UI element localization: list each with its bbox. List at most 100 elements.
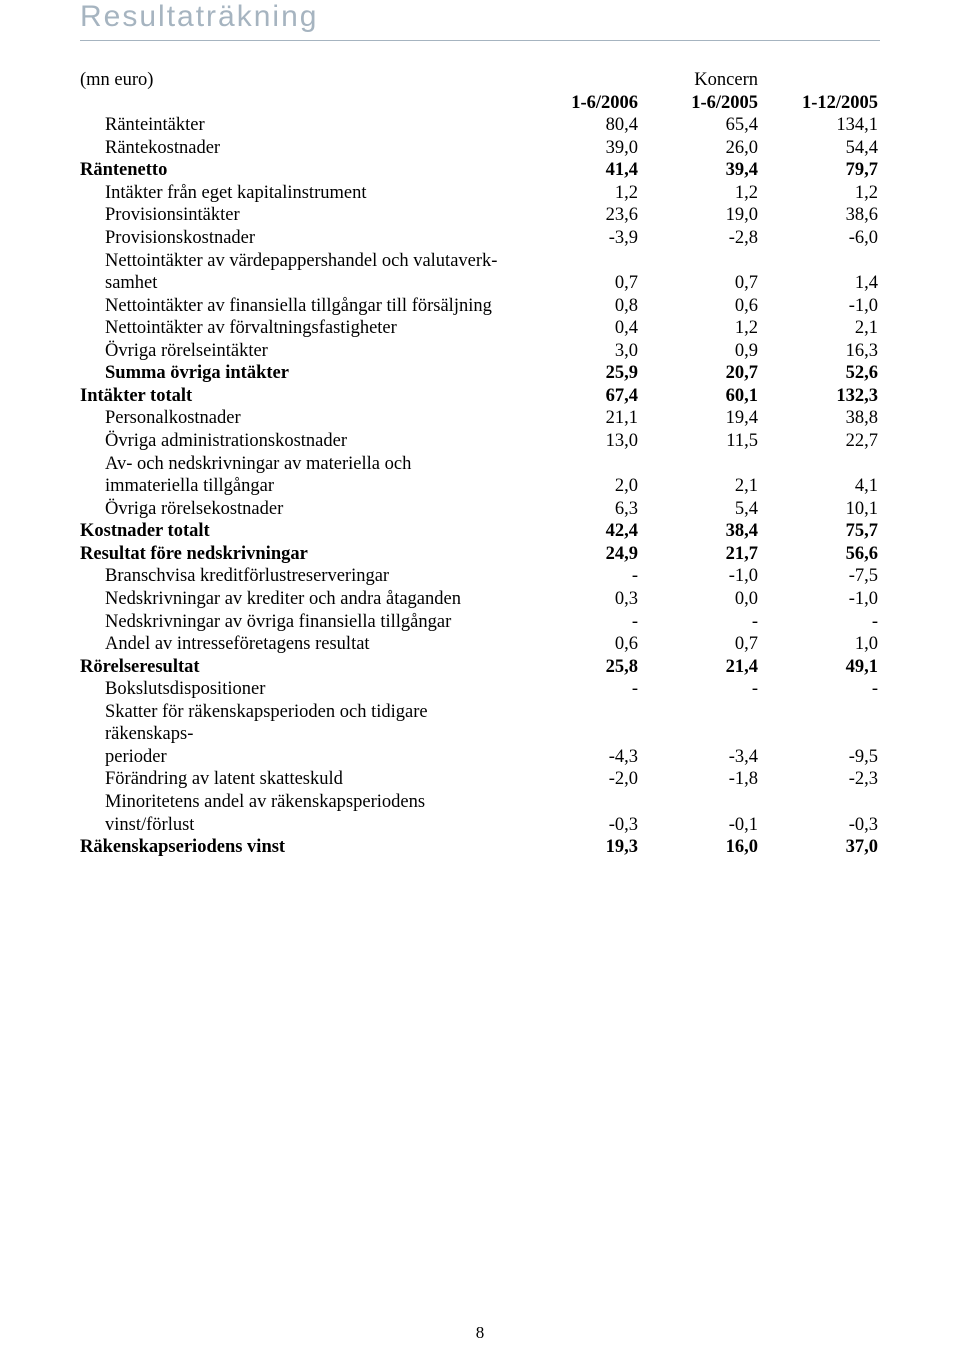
row-label: Branschvisa kreditförlustreserveringar (80, 565, 520, 588)
row-label: Rörelseresultat (80, 656, 520, 679)
row-value: 5,4 (640, 498, 760, 521)
income-statement-table: (mn euro) Koncern 1-6/2006 1-6/2005 1-12… (80, 69, 880, 859)
row-value: -2,3 (760, 768, 880, 791)
table-row: Nettointäkter av värdepappershandel och … (80, 250, 880, 273)
row-value: 0,7 (640, 272, 760, 295)
row-value: 0,7 (520, 272, 640, 295)
row-value: 49,1 (760, 656, 880, 679)
row-value: -0,3 (520, 791, 640, 836)
row-value: - (760, 678, 880, 701)
row-value: 42,4 (520, 520, 640, 543)
table-row: Rörelseresultat25,821,449,1 (80, 656, 880, 679)
row-value: 38,4 (640, 520, 760, 543)
row-value: 132,3 (760, 385, 880, 408)
row-value: 2,1 (760, 317, 880, 340)
row-value: -4,3 (520, 746, 640, 769)
row-value: -1,0 (640, 565, 760, 588)
row-label: Nettointäkter av värdepappershandel och … (80, 250, 520, 273)
table-row: Räkenskapseriodens vinst19,316,037,0 (80, 836, 880, 859)
row-label: immateriella tillgångar (80, 475, 520, 498)
row-label: Av- och nedskrivningar av materiella och (80, 453, 520, 476)
row-value: 39,0 (520, 137, 640, 160)
row-value: 38,8 (760, 407, 880, 430)
table-row: Andel av intresseföretagens resultat0,60… (80, 633, 880, 656)
row-value: 0,3 (520, 588, 640, 611)
row-value: -3,9 (520, 227, 640, 250)
col-header-2: 1-12/2005 (760, 92, 880, 115)
row-value: 19,3 (520, 836, 640, 859)
row-value: 1,0 (760, 633, 880, 656)
row-value: 0,4 (520, 317, 640, 340)
row-label: Ränteintäkter (80, 114, 520, 137)
row-value: - (520, 678, 640, 701)
row-value: 65,4 (640, 114, 760, 137)
row-value: 19,0 (640, 204, 760, 227)
row-label: Summa övriga intäkter (80, 362, 520, 385)
group-label: Koncern (640, 69, 760, 92)
row-value: 67,4 (520, 385, 640, 408)
page: Resultaträkning (mn euro) Koncern 1-6/20… (0, 0, 960, 1367)
table-row: Nettointäkter av finansiella tillgångar … (80, 295, 880, 318)
table-row: Nedskrivningar av övriga finansiella til… (80, 611, 880, 634)
row-label: Nedskrivningar av krediter och andra åta… (80, 588, 520, 611)
row-value: -0,1 (640, 791, 760, 836)
row-value: 56,6 (760, 543, 880, 566)
row-label: Förändring av latent skatteskuld (80, 768, 520, 791)
row-label: Intäkter från eget kapitalinstrument (80, 182, 520, 205)
row-value: 21,1 (520, 407, 640, 430)
table-row: Skatter för räkenskapsperioden och tidig… (80, 701, 880, 746)
row-value: 0,7 (640, 633, 760, 656)
row-value: 23,6 (520, 204, 640, 227)
table-row: Provisionsintäkter23,619,038,6 (80, 204, 880, 227)
row-value: -7,5 (760, 565, 880, 588)
row-value: -9,5 (760, 746, 880, 769)
table-row: Övriga rörelsekostnader6,35,410,1 (80, 498, 880, 521)
row-value: 19,4 (640, 407, 760, 430)
row-value: - (640, 611, 760, 634)
row-value: 3,0 (520, 340, 640, 363)
unit-label: (mn euro) (80, 69, 520, 92)
row-value: 0,6 (640, 295, 760, 318)
row-value: -1,8 (640, 768, 760, 791)
page-number: 8 (0, 1323, 960, 1343)
row-label: Kostnader totalt (80, 520, 520, 543)
row-value: -1,0 (760, 588, 880, 611)
row-value: 16,0 (640, 836, 760, 859)
row-value: 24,9 (520, 543, 640, 566)
row-value: -3,4 (640, 746, 760, 769)
row-value: 1,2 (640, 182, 760, 205)
col-header-0: 1-6/2006 (520, 92, 640, 115)
row-label: Nedskrivningar av övriga finansiella til… (80, 611, 520, 634)
row-value: 21,4 (640, 656, 760, 679)
row-label: Provisionskostnader (80, 227, 520, 250)
row-value: 16,3 (760, 340, 880, 363)
table-row: Intäkter från eget kapitalinstrument1,21… (80, 182, 880, 205)
row-value: 0,8 (520, 295, 640, 318)
row-value: 10,1 (760, 498, 880, 521)
row-value: 20,7 (640, 362, 760, 385)
row-value: 38,6 (760, 204, 880, 227)
row-value: 1,2 (760, 182, 880, 205)
row-value: 1,4 (760, 272, 880, 295)
row-value: -2,0 (520, 768, 640, 791)
table-row: Räntenetto41,439,479,7 (80, 159, 880, 182)
table-row: immateriella tillgångar2,02,14,1 (80, 475, 880, 498)
table-row: Bokslutsdispositioner--- (80, 678, 880, 701)
row-label: Nettointäkter av förvaltningsfastigheter (80, 317, 520, 340)
row-value: 60,1 (640, 385, 760, 408)
row-value (520, 453, 640, 476)
row-value (760, 701, 880, 746)
row-value: 1,2 (640, 317, 760, 340)
row-value: 80,4 (520, 114, 640, 137)
row-label: Provisionsintäkter (80, 204, 520, 227)
table-row: Minoritetens andel av räkenskapsperioden… (80, 791, 880, 836)
row-label: Minoritetens andel av räkenskapsperioden… (80, 791, 520, 836)
row-value: 1,2 (520, 182, 640, 205)
row-value: - (640, 678, 760, 701)
table-row: Provisionskostnader-3,9-2,8-6,0 (80, 227, 880, 250)
table-row: Resultat före nedskrivningar24,921,756,6 (80, 543, 880, 566)
row-label: perioder (80, 746, 520, 769)
row-value: 2,1 (640, 475, 760, 498)
row-value (520, 250, 640, 273)
row-value (640, 453, 760, 476)
